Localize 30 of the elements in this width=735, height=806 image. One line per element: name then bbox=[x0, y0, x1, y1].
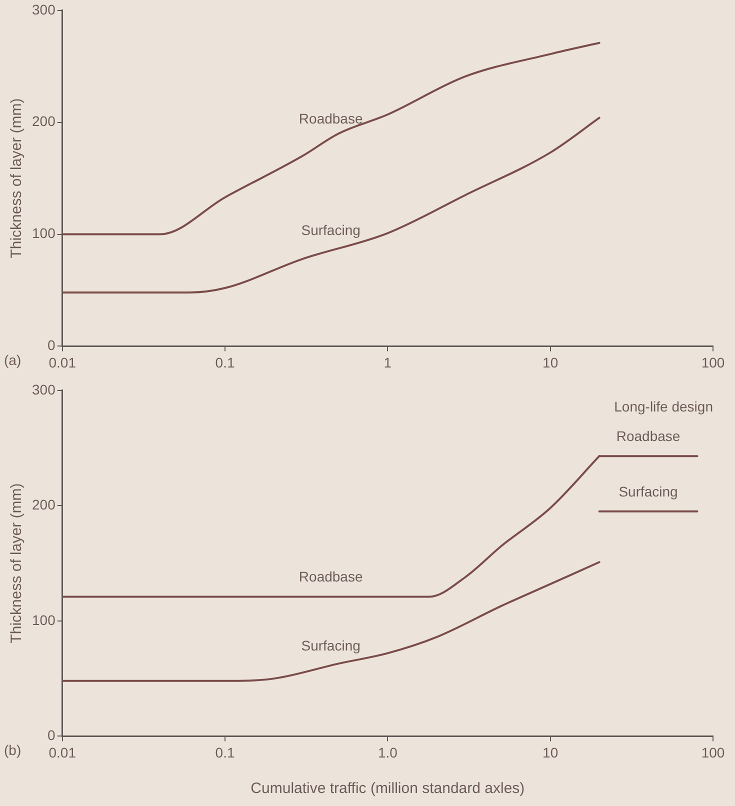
series-label: Roadbase bbox=[298, 568, 363, 585]
series-label: Roadbase bbox=[616, 428, 680, 444]
series-label: Surfacing bbox=[301, 222, 360, 238]
y-tick-label: 300 bbox=[32, 381, 56, 398]
x-tick-label: 100 bbox=[701, 354, 725, 370]
text: (b) bbox=[4, 742, 22, 758]
series-label: Surfacing bbox=[618, 483, 678, 500]
series-label: Surfacing bbox=[301, 637, 360, 654]
y-tick-label: 0 bbox=[48, 727, 56, 744]
y-tick-label: 200 bbox=[32, 113, 56, 130]
x-tick-label: 1.0 bbox=[378, 744, 398, 760]
series-label: Roadbase bbox=[298, 110, 363, 126]
x-tick-label: 10 bbox=[542, 354, 558, 370]
x-tick-label: 10 bbox=[542, 744, 558, 760]
y-axis-title: Thickness of layer (mm) bbox=[8, 98, 26, 258]
x-tick-label: 0.01 bbox=[48, 744, 76, 760]
x-tick-label: 0.1 bbox=[215, 744, 235, 760]
x-axis-title: Cumulative traffic (million standard axles) bbox=[250, 780, 525, 798]
x-tick-label: 0.01 bbox=[48, 354, 76, 370]
x-tick-label: 0.1 bbox=[215, 354, 235, 370]
text: (a) bbox=[4, 352, 22, 368]
y-tick-label: 100 bbox=[32, 225, 56, 242]
y-tick-label: 100 bbox=[32, 612, 56, 628]
annotation: Long-life design bbox=[614, 398, 713, 414]
x-tick-label: 100 bbox=[701, 744, 725, 760]
y-tick-label: 200 bbox=[32, 496, 56, 513]
y-tick-label: 0 bbox=[48, 337, 56, 354]
x-tick-label: 1 bbox=[384, 354, 392, 370]
y-tick-label: 300 bbox=[32, 1, 56, 18]
y-axis-title: Thickness of layer (mm) bbox=[8, 483, 26, 644]
